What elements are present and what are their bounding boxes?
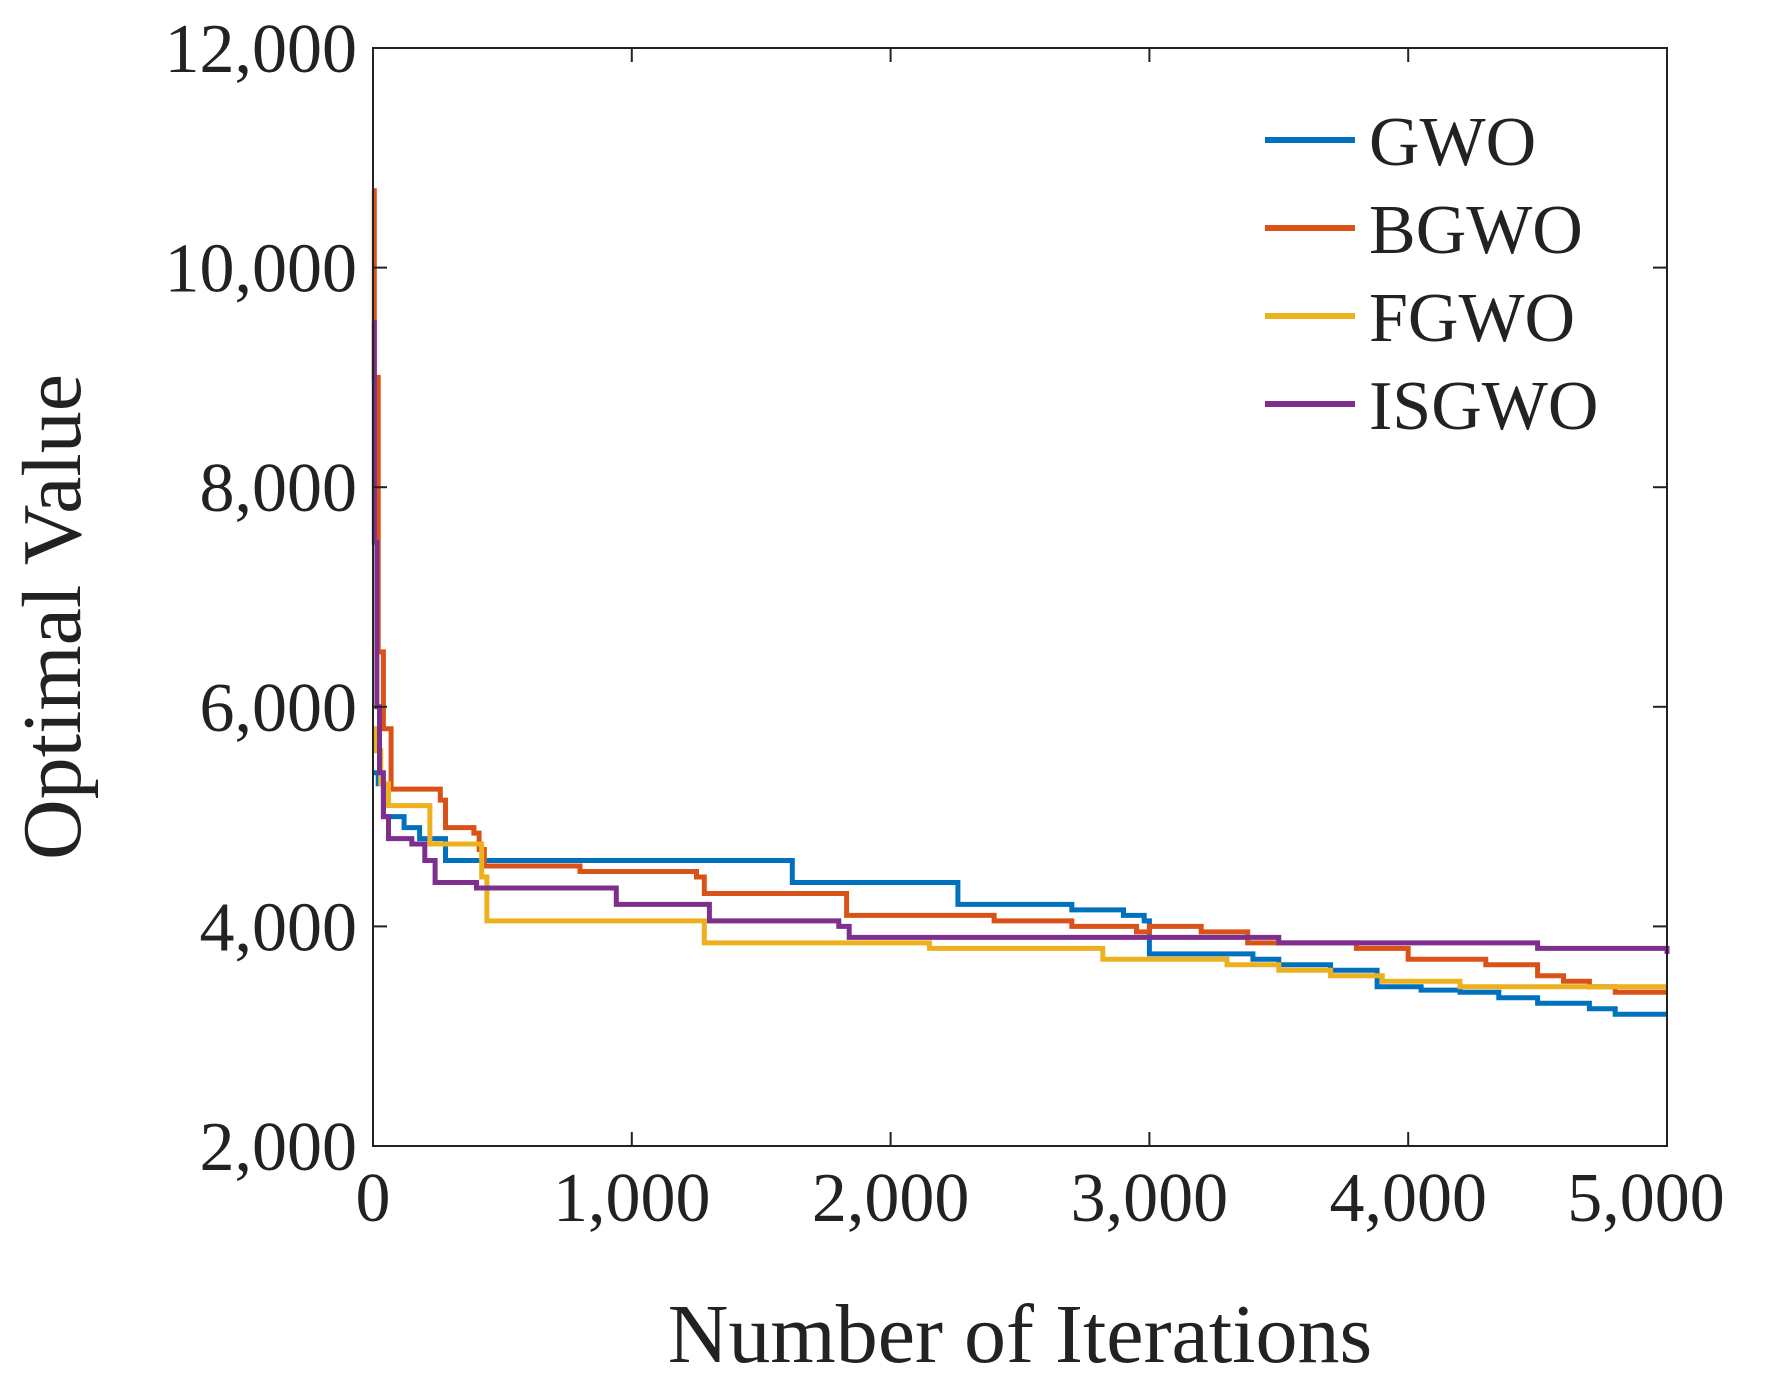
x-tick-label: 0 — [356, 1160, 391, 1237]
legend-item-fgwo: FGWO — [1265, 280, 1575, 357]
series-line-fgwo — [373, 726, 1667, 990]
x-tick-label: 3,000 — [1071, 1160, 1229, 1237]
axes-box — [372, 47, 1668, 1147]
x-tick-label: 1,000 — [553, 1160, 711, 1237]
y-tick-label: 10,000 — [165, 231, 358, 308]
series-line-isgwo — [371, 320, 1670, 954]
y-tick-label: 4,000 — [200, 889, 358, 966]
legend-label: BGWO — [1369, 192, 1583, 269]
y-axis-title: Optimal Value — [6, 374, 99, 860]
x-axis-title: Number of Iterations — [668, 1288, 1372, 1381]
legend-item-isgwo: ISGWO — [1265, 368, 1598, 445]
legend: GWO BGWO FGWO ISGWO — [1265, 104, 1598, 445]
x-tick-label: 5,000 — [1567, 1160, 1725, 1237]
legend-label: ISGWO — [1369, 368, 1598, 445]
y-tick-label: 2,000 — [200, 1109, 358, 1186]
legend-label: GWO — [1369, 104, 1536, 181]
series-layer — [371, 188, 1670, 1017]
series-line-gwo — [373, 770, 1667, 1017]
legend-item-bgwo: BGWO — [1265, 192, 1583, 269]
x-axis: 0 1,000 2,000 3,000 4,000 5,000 — [356, 48, 1725, 1237]
x-tick-label: 2,000 — [812, 1160, 970, 1237]
legend-label: FGWO — [1369, 280, 1575, 357]
series-line-bgwo — [371, 188, 1667, 995]
plot-area: 0 1,000 2,000 3,000 4,000 5,000 2,000 4,000 6,0… — [165, 11, 1725, 1237]
y-tick-label: 12,000 — [165, 11, 358, 88]
y-tick-label: 6,000 — [200, 670, 358, 747]
y-axis: 2,000 4,000 6,000 8,000 10,000 12,000 — [165, 11, 1667, 1186]
x-tick-label: 4,000 — [1329, 1160, 1487, 1237]
legend-item-gwo: GWO — [1265, 104, 1536, 181]
y-tick-label: 8,000 — [200, 450, 358, 527]
